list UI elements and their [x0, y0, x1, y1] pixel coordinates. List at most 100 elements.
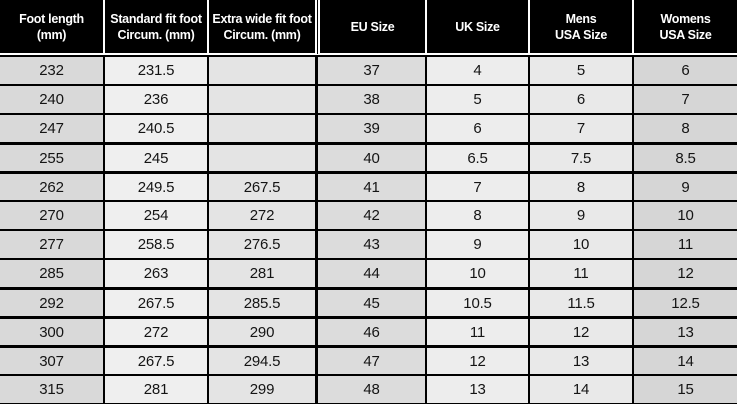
- cell-uk-size: 10.5: [425, 287, 528, 316]
- table-row: 240 236 38 5 6 7: [0, 84, 737, 113]
- cell-mens-usa-size: 10: [528, 229, 632, 258]
- table-row: 247 240.5 39 6 7 8: [0, 113, 737, 142]
- column-header-label: Foot length: [19, 11, 84, 26]
- cell-standard-fit-foot-circum-mm: 281: [103, 374, 207, 403]
- cell-mens-usa-size: 6: [528, 84, 632, 113]
- column-header-label: Womens: [660, 11, 711, 26]
- table-row: 255 245 40 6.5 7.5 8.5: [0, 142, 737, 171]
- cell-mens-usa-size: 8: [528, 171, 632, 200]
- cell-foot-length-mm: 292: [0, 287, 103, 316]
- cell-uk-size: 9: [425, 229, 528, 258]
- column-header-label: Standard fit foot: [110, 11, 202, 26]
- cell-foot-length-mm: 277: [0, 229, 103, 258]
- column-header-label: UK Size: [455, 19, 500, 34]
- cell-extra-wide-fit-foot-circum-mm: 299: [207, 374, 315, 403]
- column-header-uk-size: UK Size: [425, 0, 528, 55]
- cell-foot-length-mm: 232: [0, 55, 103, 84]
- cell-extra-wide-fit-foot-circum-mm: 294.5: [207, 345, 315, 374]
- cell-mens-usa-size: 9: [528, 200, 632, 229]
- cell-standard-fit-foot-circum-mm: 245: [103, 142, 207, 171]
- cell-standard-fit-foot-circum-mm: 236: [103, 84, 207, 113]
- cell-womens-usa-size: 12: [632, 258, 737, 287]
- cell-uk-size: 6.5: [425, 142, 528, 171]
- cell-foot-length-mm: 247: [0, 113, 103, 142]
- cell-standard-fit-foot-circum-mm: 267.5: [103, 345, 207, 374]
- cell-uk-size: 11: [425, 316, 528, 345]
- cell-standard-fit-foot-circum-mm: 231.5: [103, 55, 207, 84]
- cell-foot-length-mm: 315: [0, 374, 103, 403]
- cell-eu-size: 44: [315, 258, 425, 287]
- cell-extra-wide-fit-foot-circum-mm: 276.5: [207, 229, 315, 258]
- cell-mens-usa-size: 7.5: [528, 142, 632, 171]
- column-header-foot-length-mm: Foot length (mm): [0, 0, 103, 55]
- table-row: 315 281 299 48 13 14 15: [0, 374, 737, 403]
- column-header-mens-usa-size: Mens USA Size: [528, 0, 632, 55]
- cell-extra-wide-fit-foot-circum-mm: [207, 113, 315, 142]
- column-header-label: Mens: [565, 11, 597, 26]
- cell-uk-size: 7: [425, 171, 528, 200]
- column-header-label: Circum. (mm): [117, 27, 195, 42]
- cell-eu-size: 47: [315, 345, 425, 374]
- table-row: 232 231.5 37 4 5 6: [0, 55, 737, 84]
- table-row: 270 254 272 42 8 9 10: [0, 200, 737, 229]
- cell-mens-usa-size: 11.5: [528, 287, 632, 316]
- table-row: 307 267.5 294.5 47 12 13 14: [0, 345, 737, 374]
- cell-eu-size: 43: [315, 229, 425, 258]
- cell-womens-usa-size: 11: [632, 229, 737, 258]
- cell-eu-size: 39: [315, 113, 425, 142]
- table-row: 300 272 290 46 11 12 13: [0, 316, 737, 345]
- cell-mens-usa-size: 11: [528, 258, 632, 287]
- cell-mens-usa-size: 5: [528, 55, 632, 84]
- cell-standard-fit-foot-circum-mm: 263: [103, 258, 207, 287]
- cell-womens-usa-size: 13: [632, 316, 737, 345]
- table-row: 292 267.5 285.5 45 10.5 11.5 12.5: [0, 287, 737, 316]
- cell-standard-fit-foot-circum-mm: 240.5: [103, 113, 207, 142]
- column-header-label: USA Size: [554, 27, 607, 42]
- table-row: 285 263 281 44 10 11 12: [0, 258, 737, 287]
- cell-uk-size: 12: [425, 345, 528, 374]
- cell-extra-wide-fit-foot-circum-mm: [207, 142, 315, 171]
- column-header-womens-usa-size: Womens USA Size: [632, 0, 737, 55]
- cell-extra-wide-fit-foot-circum-mm: 267.5: [207, 171, 315, 200]
- cell-uk-size: 6: [425, 113, 528, 142]
- cell-mens-usa-size: 12: [528, 316, 632, 345]
- cell-womens-usa-size: 8.5: [632, 142, 737, 171]
- cell-eu-size: 46: [315, 316, 425, 345]
- cell-foot-length-mm: 270: [0, 200, 103, 229]
- cell-womens-usa-size: 15: [632, 374, 737, 403]
- column-header-standard-fit-foot-circum-mm: Standard fit foot Circum. (mm): [103, 0, 207, 55]
- column-header-eu-size: EU Size: [315, 0, 425, 55]
- size-chart-body: 232 231.5 37 4 5 6 240 236 38 5 6 7 247 240.5 39 6 7 8 255…: [0, 55, 737, 403]
- cell-standard-fit-foot-circum-mm: 249.5: [103, 171, 207, 200]
- cell-extra-wide-fit-foot-circum-mm: 272: [207, 200, 315, 229]
- cell-uk-size: 4: [425, 55, 528, 84]
- cell-eu-size: 40: [315, 142, 425, 171]
- cell-uk-size: 10: [425, 258, 528, 287]
- cell-foot-length-mm: 240: [0, 84, 103, 113]
- cell-extra-wide-fit-foot-circum-mm: 290: [207, 316, 315, 345]
- cell-eu-size: 37: [315, 55, 425, 84]
- cell-womens-usa-size: 9: [632, 171, 737, 200]
- cell-eu-size: 48: [315, 374, 425, 403]
- cell-eu-size: 42: [315, 200, 425, 229]
- cell-eu-size: 41: [315, 171, 425, 200]
- column-header-label: (mm): [36, 27, 67, 42]
- cell-eu-size: 38: [315, 84, 425, 113]
- table-row: 262 249.5 267.5 41 7 8 9: [0, 171, 737, 200]
- cell-foot-length-mm: 307: [0, 345, 103, 374]
- cell-womens-usa-size: 12.5: [632, 287, 737, 316]
- column-header-extra-wide-fit-foot-circum-mm: Extra wide fit foot Circum. (mm): [207, 0, 315, 55]
- header-row: Foot length (mm) Standard fit foot Circum. …: [0, 0, 737, 55]
- cell-eu-size: 45: [315, 287, 425, 316]
- cell-foot-length-mm: 255: [0, 142, 103, 171]
- cell-standard-fit-foot-circum-mm: 267.5: [103, 287, 207, 316]
- cell-mens-usa-size: 7: [528, 113, 632, 142]
- cell-uk-size: 5: [425, 84, 528, 113]
- cell-extra-wide-fit-foot-circum-mm: [207, 84, 315, 113]
- cell-womens-usa-size: 6: [632, 55, 737, 84]
- table-row: 277 258.5 276.5 43 9 10 11: [0, 229, 737, 258]
- cell-foot-length-mm: 300: [0, 316, 103, 345]
- column-header-label: USA Size: [659, 27, 712, 42]
